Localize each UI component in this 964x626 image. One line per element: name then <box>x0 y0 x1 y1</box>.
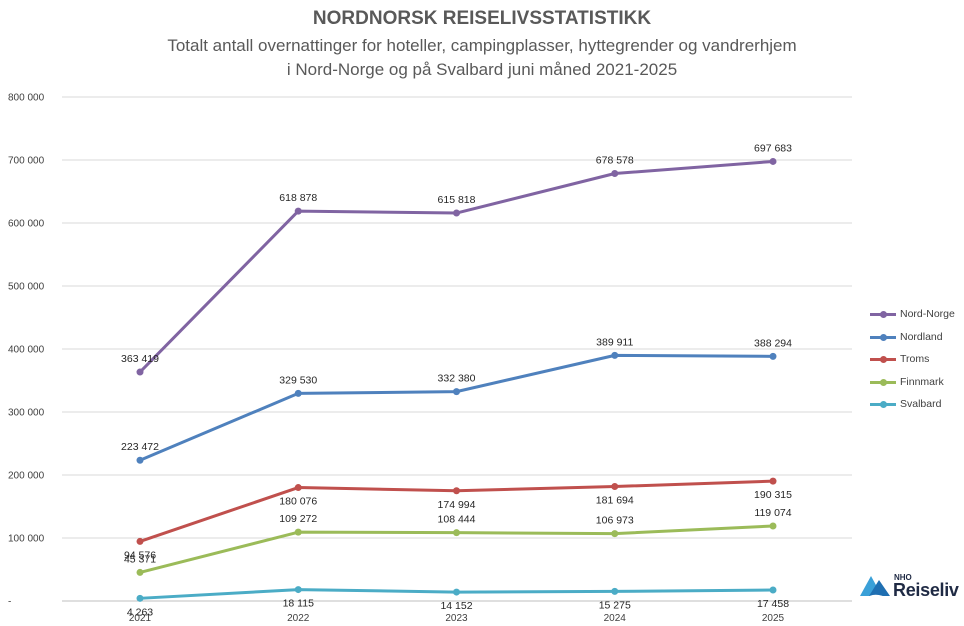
data-point <box>136 537 144 545</box>
series-line <box>139 353 774 462</box>
data-point <box>453 529 460 537</box>
data-label: 109 272 <box>279 513 317 525</box>
data-label: 181 694 <box>596 495 634 507</box>
legend-swatch <box>870 309 896 319</box>
chart-subtitle-line-2: i Nord-Norge og på Svalbard juni måned 2… <box>286 60 678 79</box>
data-label: 329 530 <box>279 374 317 386</box>
data-point <box>453 588 460 596</box>
data-label: 106 973 <box>596 515 634 527</box>
y-tick-label: 700 000 <box>8 156 45 167</box>
x-tick-label: 2025 <box>762 613 785 624</box>
logo-small-text: NHO <box>894 573 912 582</box>
legend-label: Nordland <box>900 330 943 343</box>
y-tick-label: 600 000 <box>8 219 45 230</box>
y-tick-label: - <box>8 597 11 608</box>
data-point <box>136 594 144 602</box>
data-label: 4 263 <box>127 606 153 618</box>
data-point <box>769 477 777 485</box>
data-point <box>769 157 777 165</box>
data-point <box>294 389 302 397</box>
legend-swatch <box>870 399 896 409</box>
legend-label: Nord-Norge <box>900 308 955 321</box>
data-label: 332 380 <box>438 373 476 385</box>
data-point <box>769 586 777 594</box>
data-point <box>769 522 777 530</box>
data-label: 14 152 <box>440 600 472 612</box>
x-tick-label: 2021 <box>129 613 152 624</box>
legend-item: Nord-Norge <box>870 303 955 326</box>
y-tick-label: 500 000 <box>8 282 45 293</box>
legend-label: Finnmark <box>900 375 944 388</box>
logo-text: Reiseliv <box>893 580 959 600</box>
x-tick-label: 2024 <box>604 613 627 624</box>
data-label: 180 076 <box>279 496 317 508</box>
data-label: 678 578 <box>596 154 634 166</box>
legend-swatch <box>870 354 896 364</box>
data-point <box>294 586 302 594</box>
x-tick-label: 2023 <box>445 613 468 624</box>
chart-legend: Nord-Norge Nordland Troms Finnmark Svalbard <box>870 303 955 416</box>
data-point <box>294 528 302 536</box>
y-tick-label: 400 000 <box>8 345 45 356</box>
data-label: 45 371 <box>124 553 156 565</box>
data-label: 108 444 <box>438 514 476 526</box>
data-point <box>611 530 619 538</box>
y-tick-label: 100 000 <box>8 534 45 545</box>
data-point <box>294 207 302 215</box>
legend-item: Finnmark <box>870 371 955 394</box>
data-label: 174 994 <box>438 499 476 511</box>
nho-reiseliv-logo: NHO Reiseliv <box>858 570 963 606</box>
data-label: 697 683 <box>754 142 792 154</box>
legend-swatch <box>870 332 896 342</box>
data-label: 363 419 <box>121 353 159 365</box>
legend-label: Troms <box>900 353 930 366</box>
data-point <box>294 484 302 492</box>
data-point <box>453 209 460 217</box>
data-point <box>611 169 619 177</box>
data-point <box>611 483 619 491</box>
legend-item: Troms <box>870 348 955 371</box>
data-label: 15 275 <box>599 599 631 611</box>
chart-subtitle-line-1: Totalt antall overnattinger for hoteller… <box>167 36 797 55</box>
data-point <box>136 368 144 376</box>
data-point <box>453 388 460 396</box>
y-tick-label: 200 000 <box>8 471 45 482</box>
data-label: 190 315 <box>754 489 792 501</box>
y-tick-label: 300 000 <box>8 408 45 419</box>
data-point <box>611 587 619 595</box>
legend-item: Nordland <box>870 326 955 349</box>
data-label: 618 878 <box>279 192 317 204</box>
legend-swatch <box>870 377 896 387</box>
data-label: 388 294 <box>754 337 792 349</box>
data-point <box>769 352 777 360</box>
x-tick-label: 2022 <box>287 613 310 624</box>
data-label: 615 818 <box>438 194 476 206</box>
legend-label: Svalbard <box>900 398 942 411</box>
legend-item: Svalbard <box>870 393 955 416</box>
data-label: 223 472 <box>121 441 159 453</box>
data-point <box>136 568 144 576</box>
data-label: 18 115 <box>283 598 314 610</box>
data-label: 119 074 <box>754 507 791 519</box>
data-point <box>453 487 460 495</box>
chart-title: NORDNORSK REISELIVSSTATISTIKK <box>312 8 652 29</box>
data-point <box>136 456 144 464</box>
data-label: 94 576 <box>124 549 156 561</box>
y-tick-label: 800 000 <box>8 93 45 104</box>
data-label: 389 911 <box>596 336 633 348</box>
data-label: 17 458 <box>757 598 789 610</box>
data-point <box>611 351 619 359</box>
nho-logo-icon <box>860 576 890 602</box>
